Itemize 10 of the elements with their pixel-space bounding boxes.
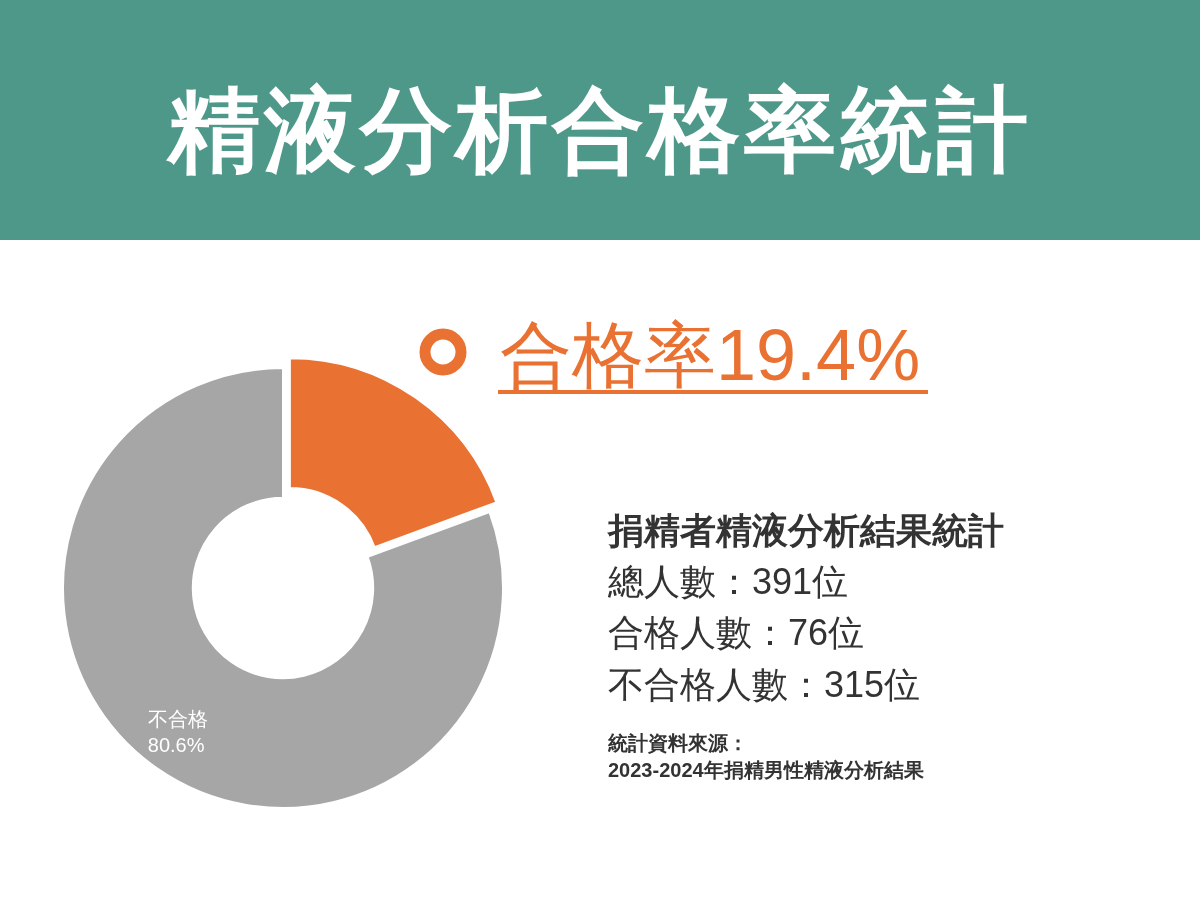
text: 2023-2024年捐精男性精液分析結果 <box>608 759 925 781</box>
text: 統計資料來源： <box>607 732 748 754</box>
text: 捐精者精液分析結果統計 <box>606 510 1004 551</box>
text: 合格率19.4% <box>500 315 921 395</box>
chart-title: 精液分析合格率統計 <box>166 79 1032 181</box>
text: 不合格人數：315位 <box>608 664 921 705</box>
text: 總人數：391位 <box>607 561 849 602</box>
data-label: 80.6% <box>147 733 205 756</box>
text: 合格人數：76位 <box>608 612 865 653</box>
slice-label: 不合格 <box>147 707 208 730</box>
